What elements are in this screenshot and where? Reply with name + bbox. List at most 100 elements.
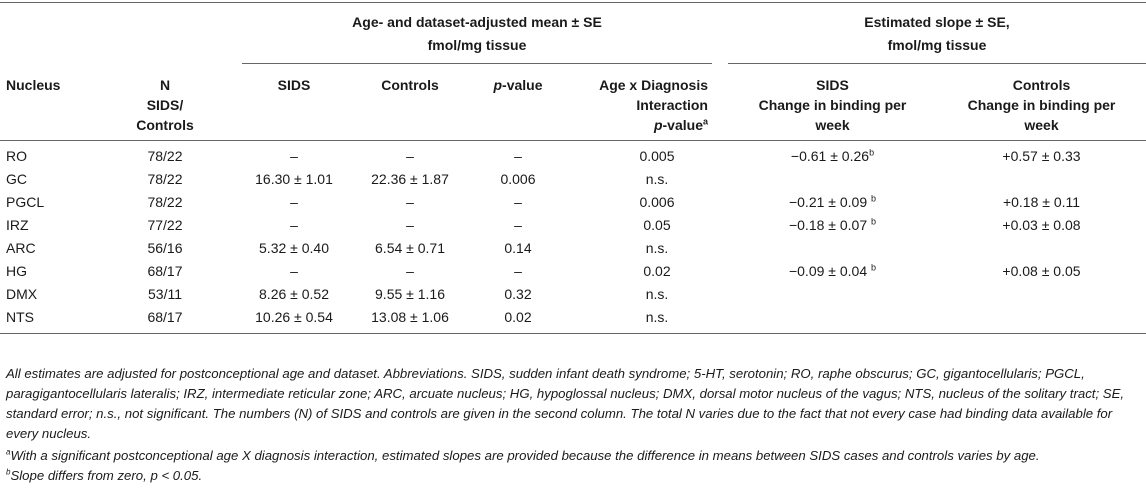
footnote-a: aWith a significant postconceptional age… [6, 446, 1142, 466]
footnote-a-mark: a [6, 447, 11, 457]
cell-slope-controls: +0.18 ± 0.11 [1002, 194, 1081, 210]
cell-slope-controls: +0.08 ± 0.05 [1002, 263, 1081, 279]
cell-n: 78/22 [147, 171, 183, 187]
cell-controls: – [406, 148, 414, 164]
cell-interaction: n.s. [645, 309, 669, 325]
cell-n: 68/17 [147, 309, 183, 325]
cell-interaction: 0.006 [639, 194, 675, 210]
footnote-b: bSlope differs from zero, p < 0.05. [6, 466, 1142, 486]
footnote-a-text: With a significant postconceptional age … [10, 448, 1040, 463]
col-n-line1: N [159, 77, 171, 93]
cell-slope-sids: −0.61 ± 0.26b [728, 141, 937, 169]
cell-interaction: 0.005 [639, 148, 675, 164]
cell-nucleus: DMX [6, 286, 38, 302]
cell-slope-sids: −0.21 ± 0.09 b [728, 191, 937, 214]
cell-controls: – [406, 263, 414, 279]
cell-slope-controls [937, 237, 1146, 260]
cell-sids: – [290, 263, 298, 279]
slope-group-unit: fmol/mg tissue [887, 37, 987, 53]
cell-interaction: n.s. [645, 240, 669, 256]
cell-slope-sids-value: −0.21 ± 0.09 [788, 194, 871, 210]
cell-nucleus: ARC [6, 240, 36, 256]
col-nucleus: Nucleus [6, 77, 61, 93]
footnote-b-text: Slope differs from zero, p < 0.05. [10, 468, 203, 483]
col-interaction-rest: -value [662, 117, 703, 133]
cell-slope-sids [728, 168, 937, 191]
cell-sids: – [290, 217, 298, 233]
cell-n: 68/17 [147, 263, 183, 279]
cell-controls: – [406, 217, 414, 233]
col-slope-controls-line2: Change in binding per [967, 97, 1116, 113]
table-row: DMX 53/11 8.26 ± 0.52 9.55 ± 1.16 0.32 n.s. [0, 283, 1146, 306]
col-pvalue-rest: -value [502, 77, 543, 93]
cell-slope-sids: −0.09 ± 0.04 b [728, 260, 937, 283]
col-interaction-sup: a [702, 116, 708, 127]
col-n: N SIDS/ Controls [104, 70, 226, 141]
mean-group-title: Age- and dataset-adjusted mean ± SE [352, 14, 602, 30]
col-slope-sids-line1: SIDS [816, 77, 849, 93]
cell-n: 53/11 [148, 286, 182, 302]
cell-interaction: n.s. [645, 286, 669, 302]
cell-slope-controls [937, 168, 1146, 191]
cell-controls: 13.08 ± 1.06 [371, 309, 449, 325]
cell-slope-sids-value: −0.09 ± 0.04 [788, 263, 871, 279]
cell-controls: – [406, 194, 414, 210]
cell-slope-sids: −0.18 ± 0.07 b [728, 214, 937, 237]
col-slope-controls: Controls Change in binding per week [937, 70, 1146, 141]
col-pvalue-p: p [493, 77, 503, 93]
col-n-line3: Controls [136, 117, 194, 133]
cell-nucleus: HG [6, 263, 27, 279]
cell-nucleus: NTS [6, 309, 34, 325]
cell-slope-controls: +0.03 ± 0.08 [1002, 217, 1081, 233]
cell-n: 78/22 [147, 148, 183, 164]
cell-interaction: 0.02 [643, 263, 671, 279]
col-pvalue: p-value [474, 70, 562, 141]
cell-slope-sids [728, 283, 937, 306]
col-interaction-line1: Age x Diagnosis [599, 77, 708, 93]
table-row: NTS 68/17 10.26 ± 0.54 13.08 ± 1.06 0.02 n.s. [0, 306, 1146, 334]
col-interaction: Age x Diagnosis Interaction p-valuea [562, 70, 712, 141]
cell-slope-sids [728, 237, 937, 260]
cell-interaction: 0.05 [643, 217, 671, 233]
cell-pvalue: 0.14 [504, 240, 532, 256]
mean-group-header: Age- and dataset-adjusted mean ± SE fmol… [242, 3, 712, 71]
cell-n: 56/16 [147, 240, 183, 256]
mean-group-unit: fmol/mg tissue [427, 37, 527, 53]
cell-slope-sids-sup: b [871, 262, 877, 273]
cell-interaction: n.s. [645, 171, 669, 187]
cell-sids: – [290, 148, 298, 164]
cell-pvalue: 0.006 [500, 171, 536, 187]
table-row: ARC 56/16 5.32 ± 0.40 6.54 ± 0.71 0.14 n.s. [0, 237, 1146, 260]
cell-nucleus: IRZ [6, 217, 29, 233]
cell-slope-controls [937, 283, 1146, 306]
cell-sids: 5.32 ± 0.40 [259, 240, 329, 256]
cell-sids: 10.26 ± 0.54 [255, 309, 333, 325]
col-slope-sids-line2: Change in binding per [758, 97, 907, 113]
footnote-main: All estimates are adjusted for postconce… [6, 366, 1125, 441]
cell-pvalue: 0.32 [504, 286, 532, 302]
table-row: HG 68/17 – – – 0.02 −0.09 ± 0.04 b +0.08 ± 0.05 [0, 260, 1146, 283]
table-row: PGCL 78/22 – – – 0.006 −0.21 ± 0.09 b +0.18 ± 0… [0, 191, 1146, 214]
cell-slope-sids-value: −0.61 ± 0.26 [790, 148, 870, 164]
footnote-b-mark: b [6, 467, 11, 477]
col-sids: SIDS [277, 77, 311, 93]
col-interaction-line2: Interaction [636, 97, 708, 113]
cell-slope-controls: +0.57 ± 0.33 [1002, 148, 1081, 164]
cell-sids: 16.30 ± 1.01 [255, 171, 333, 187]
col-controls: Controls [381, 77, 439, 93]
cell-n: 77/22 [147, 217, 183, 233]
cell-controls: 6.54 ± 0.71 [375, 240, 445, 256]
cell-pvalue: – [514, 194, 522, 210]
column-header-row: Nucleus N SIDS/ Controls SIDS Controls p… [0, 70, 1146, 141]
cell-nucleus: RO [6, 148, 27, 164]
cell-controls: 9.55 ± 1.16 [375, 286, 445, 302]
cell-slope-sids-sup: b [871, 193, 877, 204]
cell-pvalue: – [514, 148, 522, 164]
cell-nucleus: PGCL [6, 194, 45, 210]
col-slope-controls-line3: week [1024, 117, 1059, 133]
cell-slope-sids-sup: b [871, 216, 877, 227]
cell-n: 78/22 [147, 194, 183, 210]
cell-pvalue: – [514, 217, 522, 233]
cell-slope-sids-sup: b [869, 147, 875, 158]
